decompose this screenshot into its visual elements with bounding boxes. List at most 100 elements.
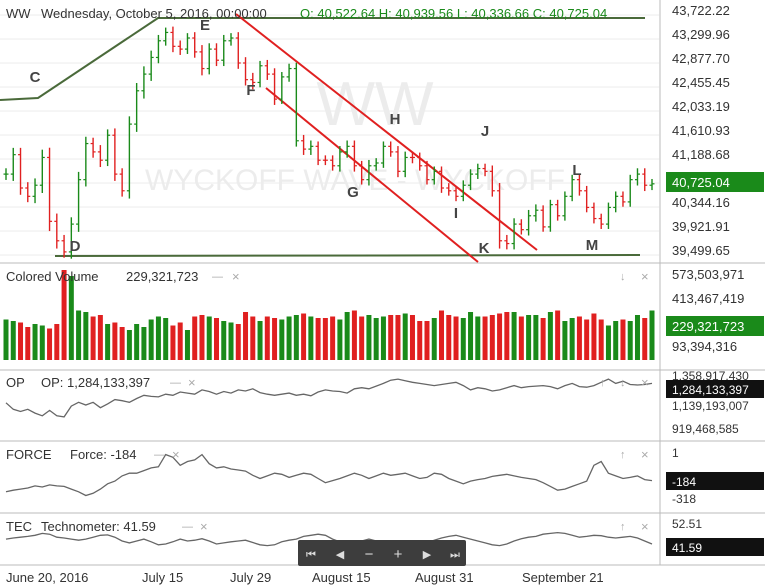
price-bar <box>497 183 503 249</box>
volume-bar <box>555 310 561 360</box>
op-minimize-button[interactable]: — <box>170 377 181 389</box>
price-bar <box>351 140 357 172</box>
nav-first-button[interactable]: ⏮ <box>306 549 316 561</box>
wave-label-g: G <box>347 184 359 201</box>
x-tick: July 29 <box>230 570 271 585</box>
volume-bar <box>627 321 633 360</box>
force-move-up-button[interactable]: ↑ <box>620 449 626 461</box>
price-tick: 41,188.68 <box>672 147 730 162</box>
price-bar <box>598 213 604 229</box>
price-bar <box>18 147 24 195</box>
volume-bar <box>613 321 619 360</box>
volume-move-down-button[interactable]: ↓ <box>620 271 626 283</box>
price-bar <box>119 168 125 197</box>
volume-bar <box>141 327 147 360</box>
price-bar <box>206 43 212 75</box>
volume-bar <box>526 315 532 360</box>
volume-bar <box>3 319 9 360</box>
nav-zoom-out-button[interactable]: − <box>365 546 374 563</box>
tec-move-up-button[interactable]: ↑ <box>620 521 626 533</box>
price-bar <box>627 174 633 207</box>
price-bar <box>112 128 118 181</box>
price-bar <box>533 204 539 222</box>
volume-bar <box>518 316 524 360</box>
price-bar <box>395 146 401 178</box>
force-close-right-button[interactable]: × <box>641 447 649 462</box>
price-bar <box>76 171 82 232</box>
volume-bar <box>315 318 321 360</box>
volume-close-button[interactable]: × <box>232 269 240 284</box>
volume-bar <box>497 313 503 360</box>
volume-tick: 93,394,316 <box>672 339 737 354</box>
nav-zoom-in-button[interactable]: + <box>394 546 403 563</box>
tec-tick: 52.51 <box>672 517 702 531</box>
volume-bar <box>598 319 604 360</box>
force-last-badge <box>666 472 764 490</box>
op-close-right-button[interactable]: × <box>641 375 649 390</box>
volume-bar <box>468 312 474 360</box>
price-bar <box>620 191 626 207</box>
volume-bar <box>337 319 343 360</box>
force-close-button[interactable]: × <box>172 447 180 462</box>
volume-bar <box>68 276 74 360</box>
price-bar <box>279 72 285 104</box>
volume-bar <box>540 318 546 360</box>
volume-bar <box>388 315 394 360</box>
force-minimize-button[interactable]: — <box>154 449 165 461</box>
volume-bar <box>105 324 111 360</box>
volume-bar <box>562 321 568 360</box>
price-bar <box>308 140 314 155</box>
tec-title: Technometer: 41.59 <box>41 519 156 534</box>
nav-prev-button[interactable]: ◀ <box>336 549 345 561</box>
volume-bar <box>18 322 24 360</box>
op-close-button[interactable]: × <box>188 375 196 390</box>
op-tick: 1,139,193,007 <box>672 399 749 413</box>
price-tick: 39,499.65 <box>672 243 730 258</box>
volume-minimize-button[interactable]: — <box>212 271 223 283</box>
nav-last-button[interactable]: ⏭ <box>450 549 460 561</box>
volume-bar <box>424 321 430 360</box>
op-move-down-button[interactable]: ↓ <box>620 377 626 389</box>
op-title: OP: 1,284,133,397 <box>41 375 150 390</box>
nav-next-button[interactable]: ▶ <box>423 549 432 561</box>
op-last-badge <box>666 380 764 398</box>
volume-bar <box>119 327 125 360</box>
tec-minimize-button[interactable]: — <box>182 521 193 533</box>
volume-bar <box>439 310 445 360</box>
price-bar <box>264 59 270 80</box>
volume-bars <box>3 270 655 360</box>
volume-bar <box>475 316 481 360</box>
volume-bar <box>126 330 132 360</box>
tec-close-button[interactable]: × <box>200 519 208 534</box>
price-bar <box>39 149 45 193</box>
price-bar <box>213 43 219 67</box>
volume-bar <box>569 318 575 360</box>
op-move-up-button[interactable]: ↑ <box>600 377 606 389</box>
price-bar <box>540 205 546 232</box>
price-axis: 43,722.22 43,299.96 42,877.70 42,455.45 … <box>666 3 764 258</box>
price-bar <box>97 145 103 168</box>
price-tick: 39,921.91 <box>672 219 730 234</box>
volume-bar <box>221 321 227 360</box>
price-bar <box>105 129 111 167</box>
trend-line-support <box>54 254 641 257</box>
wave-label-k: K <box>479 240 490 257</box>
header-ohlc: O: 40,522.64 H: 40,939.56 L: 40,336.66 C… <box>300 6 607 21</box>
price-tick: 40,344.16 <box>672 195 730 210</box>
price-bar <box>431 166 437 185</box>
price-bar <box>25 182 31 203</box>
price-bar <box>322 155 328 166</box>
force-tick: 1 <box>672 446 679 460</box>
price-bar <box>90 137 96 158</box>
price-tick: 42,877.70 <box>672 51 730 66</box>
volume-bar <box>409 315 415 360</box>
tec-close-right-button[interactable]: × <box>641 519 649 534</box>
price-bar <box>409 151 415 164</box>
volume-bar <box>163 318 169 360</box>
price-bar <box>228 33 234 46</box>
volume-bar <box>257 321 263 360</box>
price-bar <box>380 141 386 168</box>
price-bar <box>613 191 619 213</box>
price-bar <box>642 168 648 192</box>
volume-close-right-button[interactable]: × <box>641 269 649 284</box>
